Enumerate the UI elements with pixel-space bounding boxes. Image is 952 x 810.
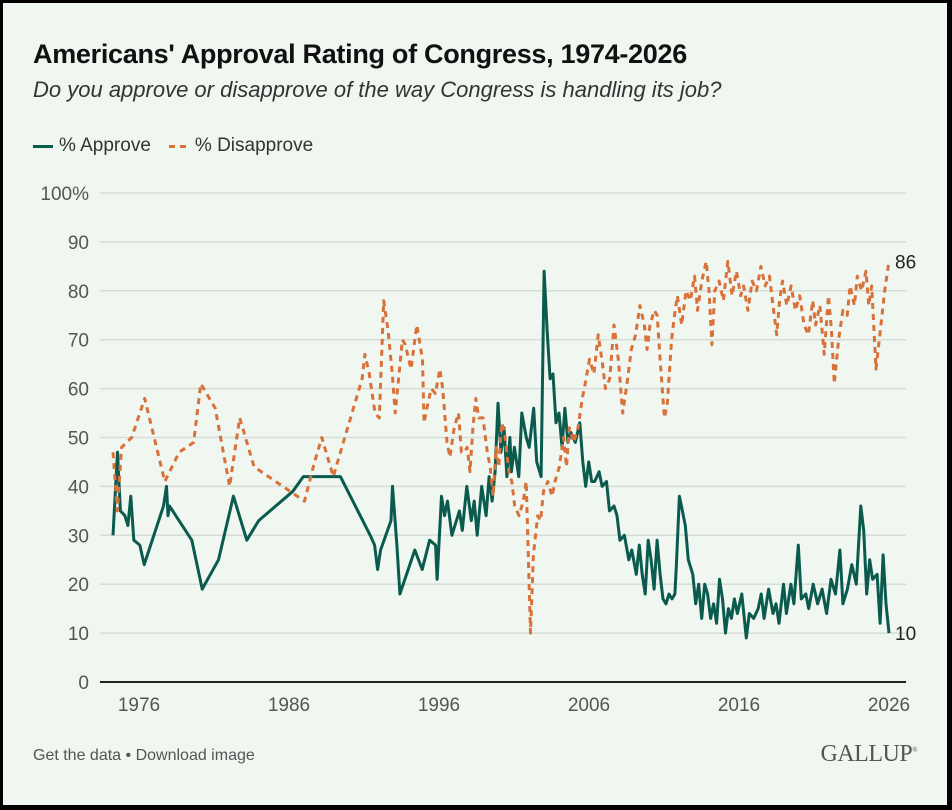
x-tick-label: 2006 xyxy=(568,695,610,716)
download-image-link[interactable]: Download image xyxy=(135,747,255,764)
legend-item-approve[interactable]: % Approve xyxy=(33,135,151,157)
legend-label-approve: % Approve xyxy=(59,135,151,156)
x-tick-label: 1986 xyxy=(268,695,310,716)
y-tick-label: 10 xyxy=(68,624,89,645)
legend-label-disapprove: % Disapprove xyxy=(194,135,314,156)
x-tick-label: 1976 xyxy=(118,695,160,716)
y-tick-label: 20 xyxy=(68,575,89,596)
y-tick-label: 0 xyxy=(78,673,89,694)
approve-line-swatch xyxy=(33,144,53,148)
legend: % Approve % Disapprove xyxy=(33,135,331,157)
footer-links: Get the data • Download image xyxy=(33,747,255,765)
disapprove-series-line xyxy=(111,260,891,635)
y-tick-label: 30 xyxy=(68,526,89,547)
y-tick-label: 40 xyxy=(68,477,89,498)
approve-end-label: 10 xyxy=(895,624,916,645)
x-tick-label: 2026 xyxy=(868,695,910,716)
get-data-link[interactable]: Get the data xyxy=(33,747,122,764)
y-tick-label: 90 xyxy=(68,233,89,254)
legend-item-disapprove[interactable]: % Disapprove xyxy=(168,135,314,157)
y-tick-label: 50 xyxy=(68,429,89,450)
chart-subtitle: Do you approve or disapprove of the way … xyxy=(33,77,722,102)
gallup-logo-text: GALLUP xyxy=(820,741,913,767)
x-tick-label: 1996 xyxy=(418,695,460,716)
x-tick-label: 2016 xyxy=(718,695,760,716)
disapprove-end-label: 86 xyxy=(895,252,916,273)
disapprove-line-swatch xyxy=(168,144,189,148)
chart-card: Americans' Approval Rating of Congress, … xyxy=(3,3,947,805)
chart-title: Americans' Approval Rating of Congress, … xyxy=(33,39,687,69)
y-tick-label: 80 xyxy=(68,282,89,303)
footer-separator: • xyxy=(125,747,132,764)
y-tick-label: 70 xyxy=(68,331,89,352)
gallup-logo: GALLUP® xyxy=(820,741,918,767)
approve-series-line xyxy=(111,269,891,640)
y-tick-label: 100% xyxy=(40,184,89,205)
y-tick-label: 60 xyxy=(68,380,89,401)
